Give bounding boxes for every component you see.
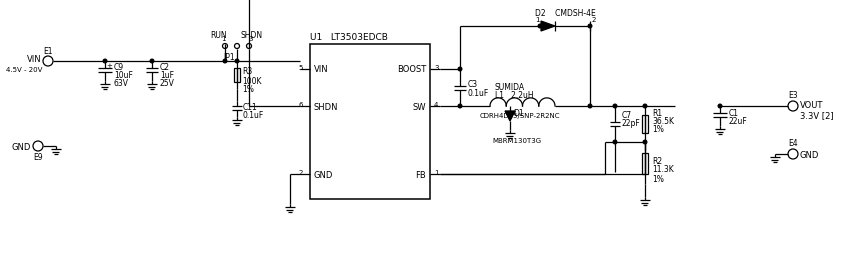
Text: VIN: VIN (28, 55, 42, 64)
Bar (234, 69, 240, 83)
Text: 1%: 1% (242, 85, 254, 94)
Bar (310, 45, 430, 199)
Text: +: + (106, 63, 112, 69)
Circle shape (235, 60, 239, 64)
Text: C11: C11 (243, 102, 257, 111)
Text: 1%: 1% (652, 125, 664, 134)
Circle shape (588, 25, 592, 29)
Text: D1: D1 (513, 109, 524, 118)
Text: E3: E3 (788, 91, 798, 100)
Text: 3: 3 (249, 36, 253, 42)
Text: 0.1uF: 0.1uF (468, 89, 489, 98)
Text: C9: C9 (114, 62, 124, 71)
Text: 10uF: 10uF (114, 70, 133, 79)
Text: 22pF: 22pF (622, 119, 641, 128)
Text: R1: R1 (652, 109, 662, 118)
Text: 2: 2 (299, 169, 303, 175)
Circle shape (103, 60, 107, 64)
Text: RUN: RUN (210, 30, 226, 39)
Text: E1: E1 (43, 47, 53, 56)
Circle shape (613, 105, 616, 108)
Text: L1   2.2uH: L1 2.2uH (495, 90, 534, 99)
Text: 4: 4 (434, 102, 438, 108)
Circle shape (458, 105, 462, 108)
Text: SUMIDA: SUMIDA (495, 82, 525, 91)
Text: GND: GND (800, 150, 819, 159)
Text: 36.5K: 36.5K (652, 117, 674, 126)
Polygon shape (541, 22, 555, 32)
Text: 1: 1 (220, 36, 225, 42)
Text: GND: GND (314, 170, 333, 179)
Text: 1: 1 (535, 17, 539, 23)
Circle shape (151, 60, 154, 64)
Text: VOUT: VOUT (800, 100, 823, 109)
Text: C2: C2 (160, 62, 170, 71)
Text: E9: E9 (33, 153, 43, 162)
Text: 11.3K: 11.3K (652, 165, 674, 174)
Circle shape (643, 141, 647, 144)
Text: 63V: 63V (114, 78, 129, 87)
Text: GND: GND (12, 142, 31, 151)
Text: 100K: 100K (242, 76, 262, 85)
Circle shape (613, 141, 616, 144)
Text: 5: 5 (299, 65, 303, 71)
Text: 1: 1 (434, 169, 438, 175)
Text: SHDN: SHDN (314, 102, 338, 111)
Text: 25V: 25V (160, 78, 175, 87)
Circle shape (643, 105, 647, 108)
Text: SW: SW (412, 102, 426, 111)
Circle shape (588, 105, 592, 108)
Circle shape (538, 25, 542, 29)
Text: C1: C1 (729, 108, 739, 117)
Text: JP1: JP1 (223, 52, 235, 61)
Bar (642, 116, 648, 133)
Text: VIN: VIN (314, 65, 329, 74)
Text: 3: 3 (434, 65, 438, 71)
Text: R3: R3 (242, 67, 252, 76)
Text: 0.1uF: 0.1uF (243, 110, 264, 119)
Circle shape (718, 105, 722, 108)
Circle shape (223, 60, 227, 64)
Text: D2    CMDSH-4E: D2 CMDSH-4E (535, 8, 595, 18)
Text: 6: 6 (299, 102, 303, 108)
Polygon shape (505, 112, 515, 121)
Text: 3.3V [2]: 3.3V [2] (800, 111, 833, 120)
Text: R2: R2 (652, 156, 662, 165)
Text: 22uF: 22uF (729, 116, 748, 125)
Text: 1uF: 1uF (160, 70, 174, 79)
Bar (642, 153, 648, 174)
Text: C7: C7 (622, 110, 632, 119)
Text: 1%: 1% (652, 174, 664, 183)
Text: SHDN: SHDN (241, 30, 263, 39)
Text: FB: FB (415, 170, 426, 179)
Text: CDRH4D15/SNP-2R2NC: CDRH4D15/SNP-2R2NC (480, 113, 560, 119)
Text: C3: C3 (468, 80, 479, 89)
Text: BOOST: BOOST (397, 65, 426, 74)
Text: 4.5V - 20V: 4.5V - 20V (6, 67, 42, 73)
Text: MBRM130T3G: MBRM130T3G (492, 137, 541, 144)
Circle shape (458, 68, 462, 72)
Text: 2: 2 (592, 17, 596, 23)
Text: U1   LT3503EDCB: U1 LT3503EDCB (310, 32, 388, 41)
Text: E4: E4 (788, 139, 798, 148)
